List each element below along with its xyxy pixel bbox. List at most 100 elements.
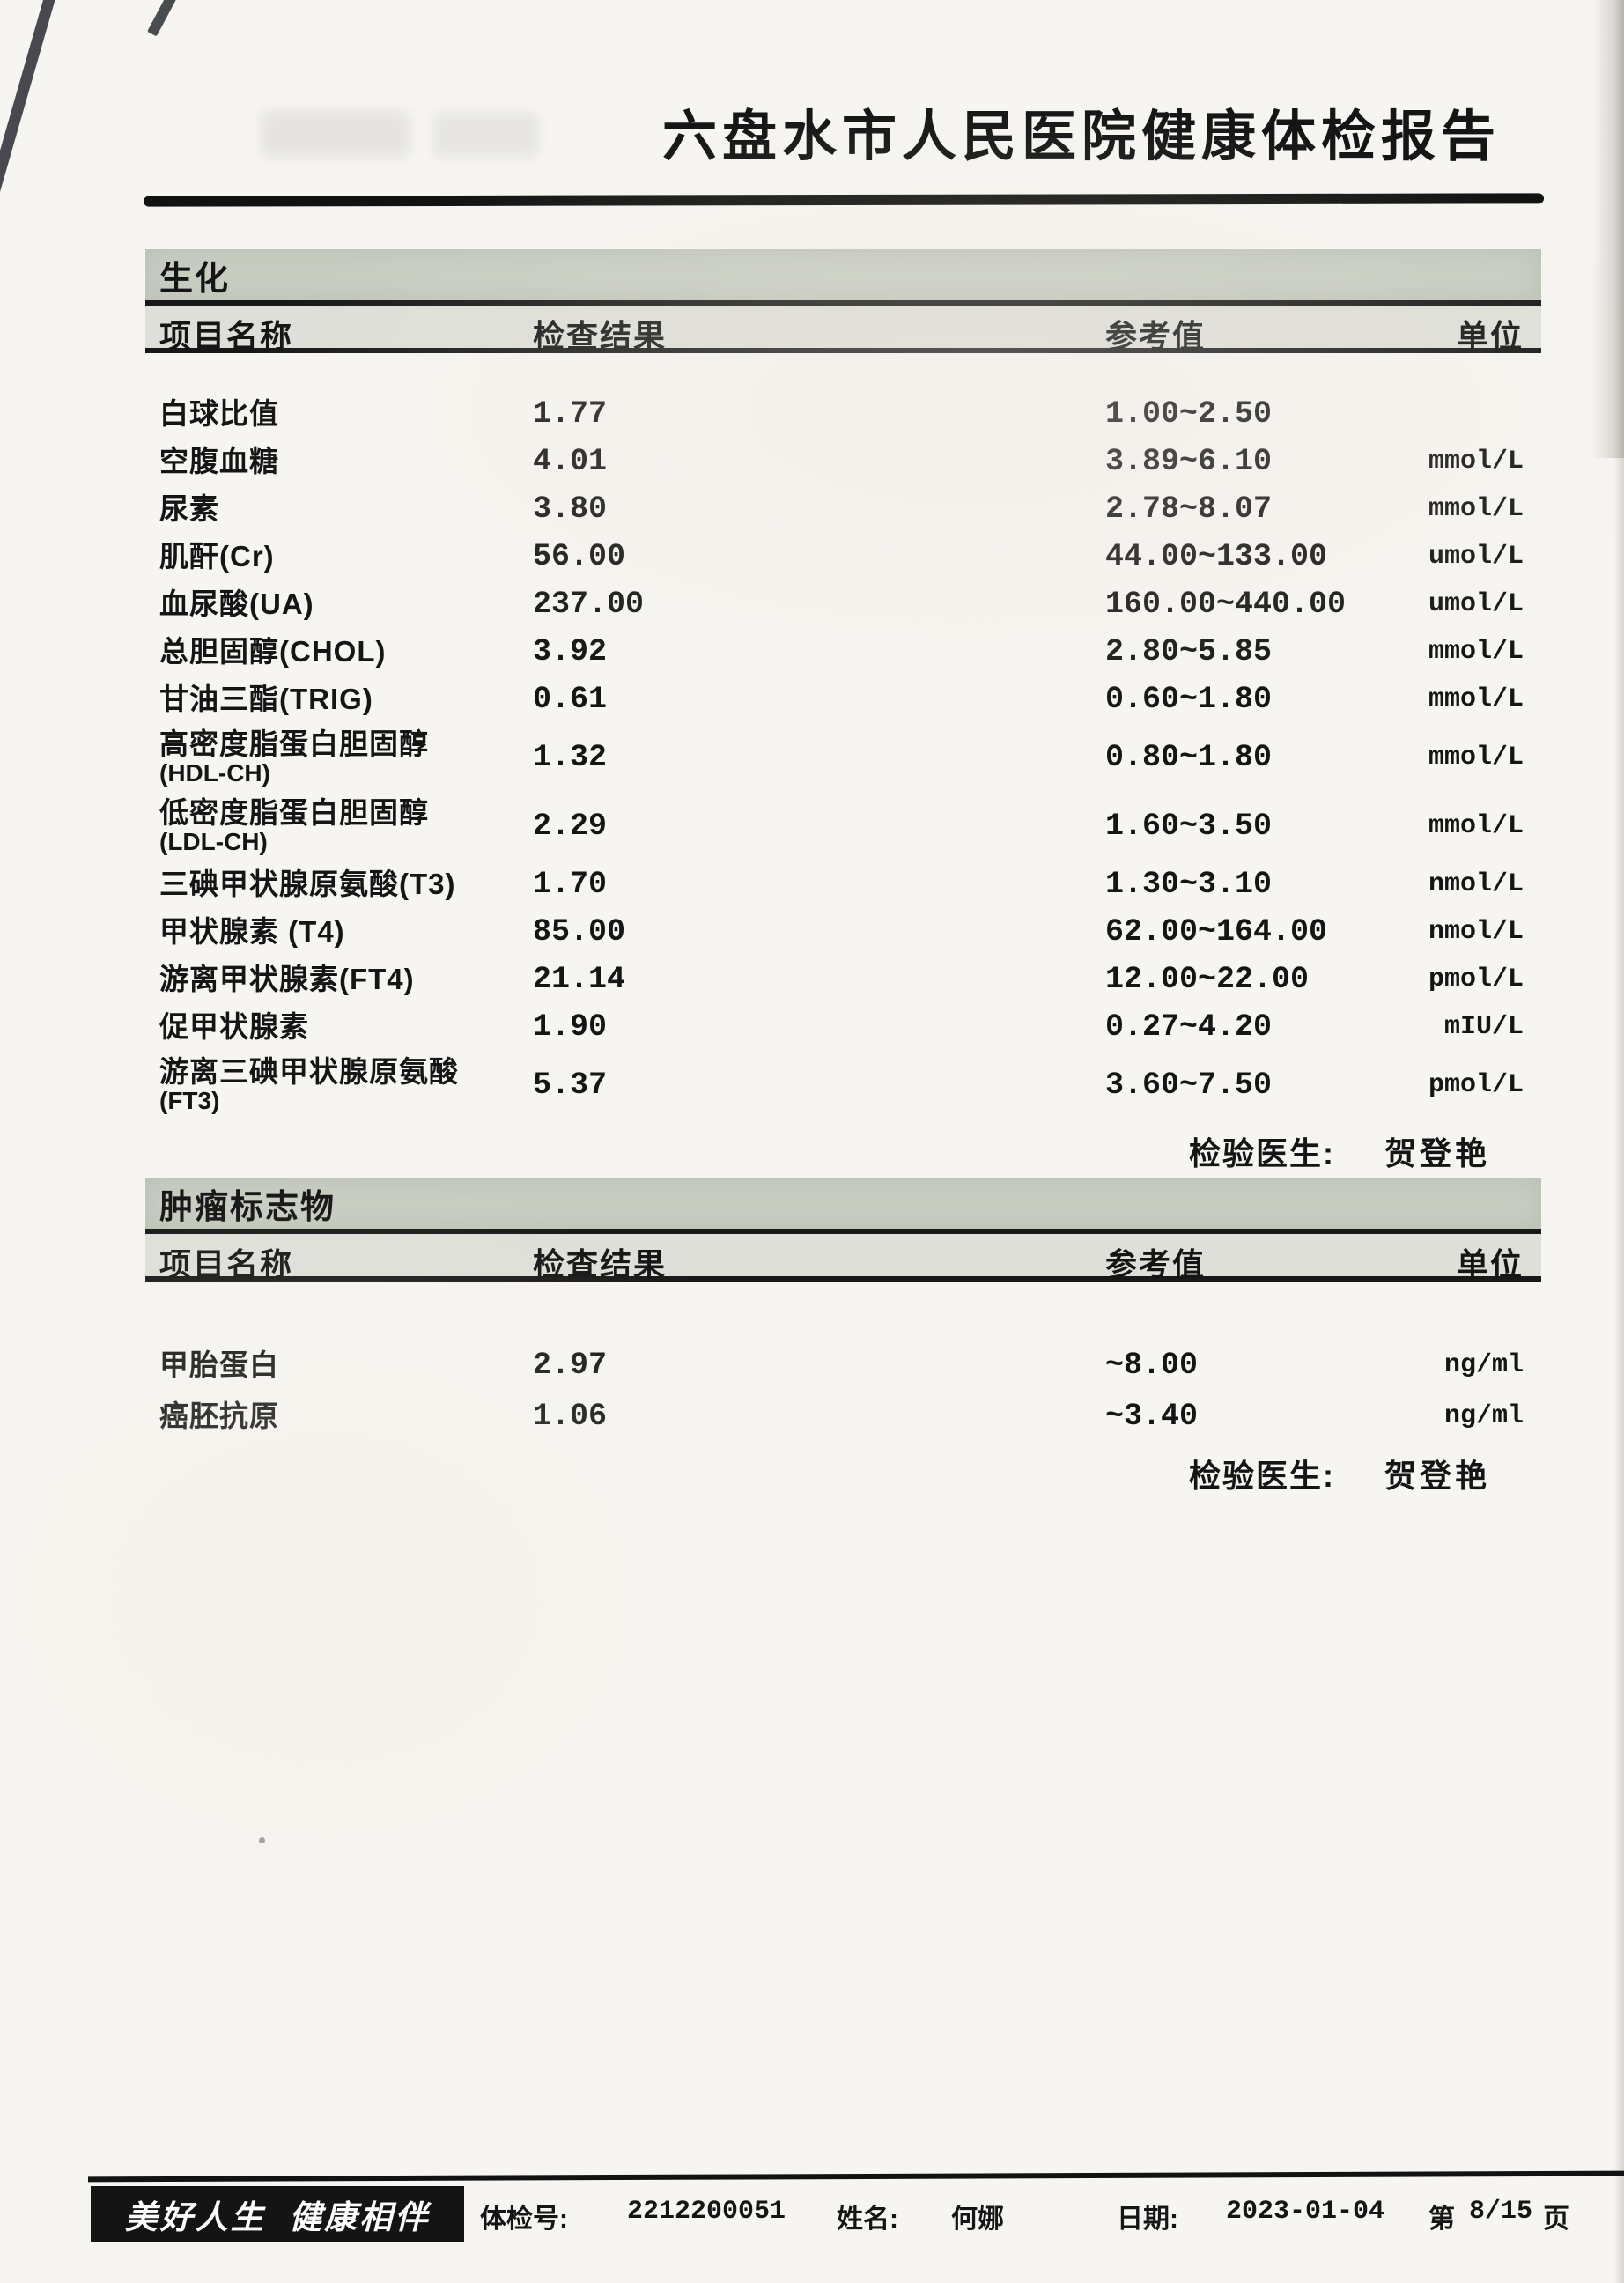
- unit-cell: nmol/L: [1428, 869, 1524, 899]
- item-name-cell: 肌酐(Cr): [159, 541, 275, 573]
- item-name-text: 游离甲状腺素(FT4): [159, 963, 415, 996]
- item-name-cell: 游离三碘甲状腺原氨酸 (FT3): [159, 1056, 459, 1114]
- bleed-through-mark: [433, 113, 539, 157]
- reference-range-cell: 44.00~133.00: [1105, 539, 1328, 574]
- table-row: 癌胚抗原 1.06 ~3.40 ng/ml: [145, 1391, 1541, 1442]
- report-title: 六盘水市人民医院健康体检报告: [662, 107, 1502, 167]
- result-value-cell: 237.00: [533, 587, 645, 622]
- slogan-box: 美好人生 健康相伴: [91, 2186, 464, 2242]
- col-header-unit: 单位: [1456, 318, 1524, 354]
- item-name-subtext: (HDL-CH): [159, 758, 270, 787]
- item-name-text: 甲胎蛋白: [159, 1348, 279, 1382]
- table-row: 高密度脂蛋白胆固醇 (HDL-CH) 1.32 0.80~1.80 mmol/L: [145, 723, 1541, 792]
- item-name-text: 白球比值: [159, 397, 279, 431]
- unit-cell: mmol/L: [1428, 743, 1524, 772]
- table-row: 促甲状腺素 1.90 0.27~4.20 mIU/L: [145, 1003, 1541, 1051]
- reference-range-cell: 2.80~5.85: [1105, 634, 1273, 669]
- doctor-signature-line: 检验医生: 贺登艳: [145, 1128, 1541, 1174]
- scan-edge-shadow: [1592, 0, 1624, 458]
- date-value: 2023-01-04: [1226, 2197, 1385, 2227]
- unit-cell: umol/L: [1428, 542, 1524, 572]
- title-underline: [143, 193, 1545, 207]
- reference-range-cell: 12.00~22.00: [1105, 962, 1310, 997]
- result-value-cell: 1.06: [533, 1399, 608, 1434]
- result-value-cell: 1.32: [533, 740, 608, 775]
- result-value-cell: 3.80: [533, 491, 608, 527]
- bleed-through-mark: [261, 111, 410, 157]
- unit-cell: mmol/L: [1428, 684, 1524, 714]
- unit-cell: mmol/L: [1428, 811, 1524, 841]
- doctor-label: 检验医生:: [1188, 1458, 1335, 1494]
- item-name-cell: 甲状腺素 (T4): [159, 916, 345, 948]
- col-header-unit: 单位: [1456, 1246, 1524, 1282]
- result-value-cell: 3.92: [533, 634, 608, 669]
- reference-range-cell: 62.00~164.00: [1105, 914, 1328, 949]
- item-name-text: 血尿酸(UA): [159, 587, 314, 621]
- item-name-text: 肌酐(Cr): [159, 540, 275, 573]
- result-value-cell: 1.90: [533, 1009, 608, 1045]
- table-body: 白球比值 1.77 1.00~2.50 空腹血糖 4.01 3.89~6.10 …: [145, 353, 1541, 1119]
- item-name-text: 尿素: [159, 492, 219, 526]
- table-row: 肌酐(Cr) 56.00 44.00~133.00 umol/L: [145, 533, 1541, 580]
- scan-corner-streak: [0, 0, 58, 218]
- item-name-text: 三碘甲状腺原氨酸(T3): [159, 868, 456, 901]
- footer-top-rule: [87, 2170, 1624, 2183]
- section-title: 肿瘤标志物: [159, 1188, 336, 1226]
- item-name-cell: 三碘甲状腺原氨酸(T3): [159, 868, 456, 900]
- col-header-reference: 参考值: [1105, 318, 1207, 354]
- col-header-item-name: 项目名称: [159, 1246, 294, 1282]
- item-name-text: 高密度脂蛋白胆固醇: [159, 728, 429, 761]
- col-header-reference: 参考值: [1105, 1246, 1207, 1282]
- item-name-cell: 白球比值: [159, 398, 279, 430]
- table-row: 三碘甲状腺原氨酸(T3) 1.70 1.30~3.10 nmol/L: [145, 861, 1541, 908]
- doctor-label: 检验医生:: [1188, 1135, 1335, 1171]
- table-row: 甘油三酯(TRIG) 0.61 0.60~1.80 mmol/L: [145, 676, 1541, 723]
- doctor-name: 贺登艳: [1384, 1135, 1490, 1171]
- table-header-row: 项目名称 检查结果 参考值 单位: [145, 1234, 1541, 1282]
- reference-range-cell: 1.60~3.50: [1105, 809, 1273, 844]
- result-value-cell: 1.70: [533, 867, 608, 902]
- table-row: 总胆固醇(CHOL) 3.92 2.80~5.85 mmol/L: [145, 628, 1541, 676]
- table-row: 游离甲状腺素(FT4) 21.14 12.00~22.00 pmol/L: [145, 956, 1541, 1003]
- section-title-band: 肿瘤标志物: [145, 1178, 1541, 1234]
- scan-corner-streak-small: [147, 0, 181, 37]
- item-name-cell: 尿素: [159, 493, 219, 525]
- result-value-cell: 5.37: [533, 1068, 608, 1103]
- item-name-text: 游离三碘甲状腺原氨酸: [159, 1055, 459, 1089]
- unit-cell: nmol/L: [1428, 917, 1524, 947]
- reference-range-cell: 0.27~4.20: [1105, 1009, 1273, 1045]
- doctor-signature-line: 检验医生: 贺登艳: [145, 1451, 1541, 1496]
- col-header-result: 检查结果: [533, 318, 668, 354]
- reference-range-cell: 160.00~440.00: [1105, 587, 1347, 622]
- exam-no-value: 2212200051: [627, 2197, 786, 2227]
- item-name-text: 甘油三酯(TRIG): [159, 683, 373, 716]
- unit-cell: ng/ml: [1443, 1350, 1524, 1380]
- page-number-value: 8/15: [1469, 2197, 1533, 2227]
- page-number-suffix: 页: [1543, 2205, 1569, 2234]
- table-header-row: 项目名称 检查结果 参考值 单位: [145, 306, 1541, 354]
- reference-range-cell: ~8.00: [1105, 1348, 1199, 1383]
- col-header-result: 检查结果: [533, 1246, 668, 1282]
- item-name-text: 总胆固醇(CHOL): [159, 635, 387, 669]
- item-name-cell: 甘油三酯(TRIG): [159, 683, 373, 715]
- reference-range-cell: 1.00~2.50: [1105, 396, 1273, 432]
- item-name-text: 甲状腺素 (T4): [159, 915, 345, 949]
- item-name-cell: 游离甲状腺素(FT4): [159, 964, 415, 995]
- item-name-cell: 血尿酸(UA): [159, 588, 314, 620]
- unit-cell: mmol/L: [1428, 494, 1524, 524]
- table-row: 甲胎蛋白 2.97 ~8.00 ng/ml: [145, 1340, 1541, 1391]
- result-value-cell: 1.77: [533, 396, 608, 432]
- item-name-cell: 甲胎蛋白: [159, 1349, 279, 1381]
- item-name-subtext: (LDL-CH): [159, 827, 268, 855]
- scan-edge-shadow-full: [1613, 0, 1624, 2283]
- report-section: 生化 项目名称 检查结果 参考值 单位 白球比值 1.77 1.00~2.50 …: [145, 249, 1541, 1174]
- reference-range-cell: 0.60~1.80: [1105, 682, 1273, 717]
- table-row: 低密度脂蛋白胆固醇 (LDL-CH) 2.29 1.60~3.50 mmol/L: [145, 792, 1541, 861]
- unit-cell: mIU/L: [1443, 1012, 1524, 1042]
- item-name-cell: 癌胚抗原: [159, 1400, 279, 1432]
- unit-cell: mmol/L: [1428, 447, 1524, 477]
- item-name-cell: 总胆固醇(CHOL): [159, 636, 386, 668]
- result-value-cell: 2.29: [533, 809, 608, 844]
- table-row: 甲状腺素 (T4) 85.00 62.00~164.00 nmol/L: [145, 908, 1541, 956]
